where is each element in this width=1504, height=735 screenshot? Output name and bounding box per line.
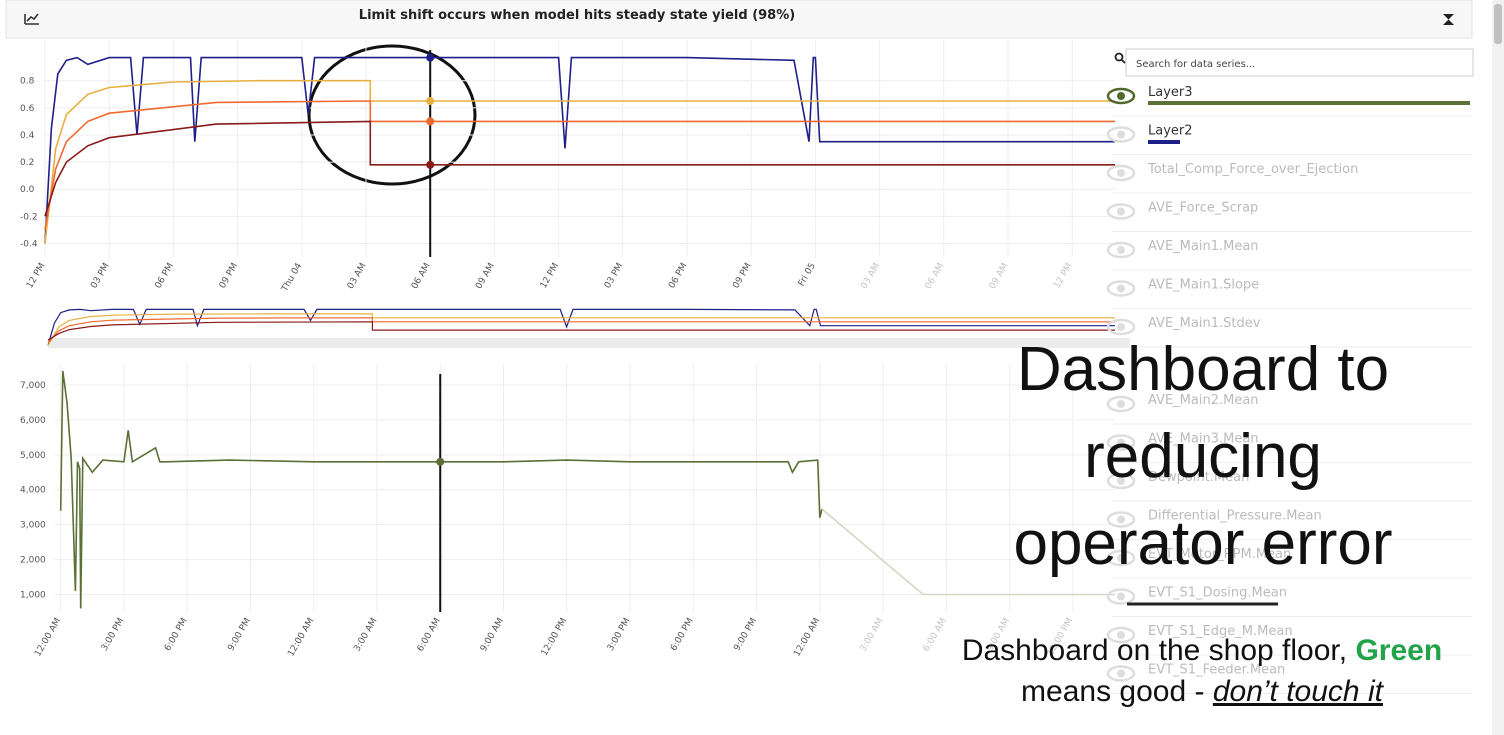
eye-pupil <box>1117 400 1125 408</box>
series-name: Layer3 <box>1148 85 1193 100</box>
series-name: AVE_Main1.Stdev <box>1148 316 1261 331</box>
eye-pupil <box>1117 246 1125 254</box>
headline: reducing <box>1084 422 1322 491</box>
eye-pupil <box>1117 130 1125 139</box>
series-name: EVT_Motor_RPM.Mean <box>1148 547 1291 562</box>
crosshair-marker <box>426 53 435 62</box>
search-box[interactable] <box>1125 48 1474 77</box>
y-tick-label: 3,000 <box>20 521 46 531</box>
y-tick-label: 7,000 <box>20 381 46 391</box>
eye-pupil <box>1117 284 1125 293</box>
crosshair-marker <box>426 117 435 126</box>
eye-icon[interactable] <box>1106 87 1136 105</box>
search-placeholder: Search for data series... <box>1136 59 1255 70</box>
eye-pupil <box>1117 207 1125 216</box>
series-name: AVE_Main3.Mean <box>1148 432 1259 447</box>
series-line <box>44 120 1115 217</box>
chart-icon[interactable] <box>24 13 39 25</box>
eye-pupil <box>1117 631 1125 639</box>
y-tick-label: 1,000 <box>20 591 46 601</box>
series-name: AVE_Main1.Slope <box>1148 278 1259 293</box>
eye-pupil <box>1117 323 1125 331</box>
eye-pupil <box>1117 592 1125 601</box>
eye-icon[interactable] <box>1106 511 1136 528</box>
series-name: Differential_Pressure.Mean <box>1148 509 1322 524</box>
series-name: AVE_Main1.Mean <box>1148 239 1259 254</box>
y-tick-label: 0.0 <box>20 185 35 195</box>
series-line <box>44 100 1115 231</box>
eye-icon[interactable] <box>1106 472 1136 490</box>
navigator-band <box>48 338 1130 348</box>
y-tick-label: 2,000 <box>20 556 46 566</box>
eye-icon[interactable] <box>1106 395 1136 413</box>
eye-icon[interactable] <box>1106 280 1136 297</box>
eye-pupil <box>1117 669 1125 678</box>
series-line <box>59 370 823 609</box>
eye-icon[interactable] <box>1106 241 1136 259</box>
annotation-ellipse <box>307 44 477 186</box>
series-line <box>47 321 1115 341</box>
series-name: EVT_S1_Edge_M.Mean <box>1148 624 1293 639</box>
caption: means good - don’t touch it <box>1021 675 1385 708</box>
crosshair-marker <box>426 97 435 106</box>
series-line <box>44 79 1115 244</box>
search-icon <box>1114 52 1124 62</box>
eye-pupil <box>1117 169 1125 177</box>
caption-text: means good - <box>1021 675 1213 708</box>
eye-icon[interactable] <box>1106 665 1136 682</box>
eye-pupil <box>1117 515 1125 524</box>
series-name: EVT_S1_Dosing.Mean <box>1148 586 1287 601</box>
eye-icon[interactable] <box>1106 588 1136 605</box>
hourglass-icon[interactable] <box>1443 14 1454 25</box>
y-tick-label: -0.2 <box>20 212 38 222</box>
y-tick-label: -0.4 <box>20 239 38 249</box>
y-tick-label: 0.2 <box>20 158 34 168</box>
series-name: Layer2 <box>1148 124 1193 139</box>
scrollbar <box>1492 0 1504 735</box>
series-name: Dewpoint.Mean <box>1148 470 1249 485</box>
y-tick-label: 0.6 <box>20 104 35 114</box>
eye-pupil <box>1117 554 1125 562</box>
caption-green: Green <box>1355 634 1442 667</box>
series-name: EVT_S1_Feeder.Mean <box>1148 663 1285 678</box>
eye-icon[interactable] <box>1106 164 1136 182</box>
series-line <box>47 317 1115 344</box>
eye-pupil <box>1117 477 1125 485</box>
eye-pupil <box>1117 438 1125 447</box>
series-line <box>44 56 1115 244</box>
header-bar <box>5 0 1473 39</box>
eye-icon[interactable] <box>1106 318 1136 336</box>
series-line <box>47 308 1115 346</box>
header-title: Limit shift occurs when model hits stead… <box>359 8 795 23</box>
eye-pupil <box>1117 92 1125 100</box>
eye-icon[interactable] <box>1106 549 1136 567</box>
caption: Dashboard on the shop floor, Green <box>962 634 1442 667</box>
series-line <box>47 313 1115 346</box>
headline: operator error <box>1013 509 1392 578</box>
y-tick-label: 4,000 <box>20 486 46 496</box>
eye-icon[interactable] <box>1106 126 1136 143</box>
eye-icon[interactable] <box>1106 434 1136 451</box>
series-line <box>821 508 1115 596</box>
search-icon <box>1121 59 1126 64</box>
y-tick-label: 5,000 <box>20 451 46 461</box>
y-tick-label: 0.8 <box>20 77 35 87</box>
series-name: AVE_Force_Scrap <box>1148 201 1258 216</box>
crosshair-marker <box>426 160 435 169</box>
scrollbar-thumb[interactable] <box>1494 4 1502 44</box>
series-name: AVE_Main2.Mean <box>1148 393 1259 408</box>
caption-text: Dashboard on the shop floor, <box>962 634 1356 667</box>
eye-icon[interactable] <box>1106 203 1136 220</box>
headline: Dashboard to <box>1017 335 1389 404</box>
caption-emphasis: don’t touch it <box>1213 675 1385 708</box>
series-name: Total_Comp_Force_over_Ejection <box>1147 162 1358 177</box>
y-tick-label: 6,000 <box>20 416 46 426</box>
crosshair-marker <box>436 457 445 466</box>
eye-icon[interactable] <box>1106 626 1136 644</box>
y-tick-label: 0.4 <box>20 131 35 141</box>
